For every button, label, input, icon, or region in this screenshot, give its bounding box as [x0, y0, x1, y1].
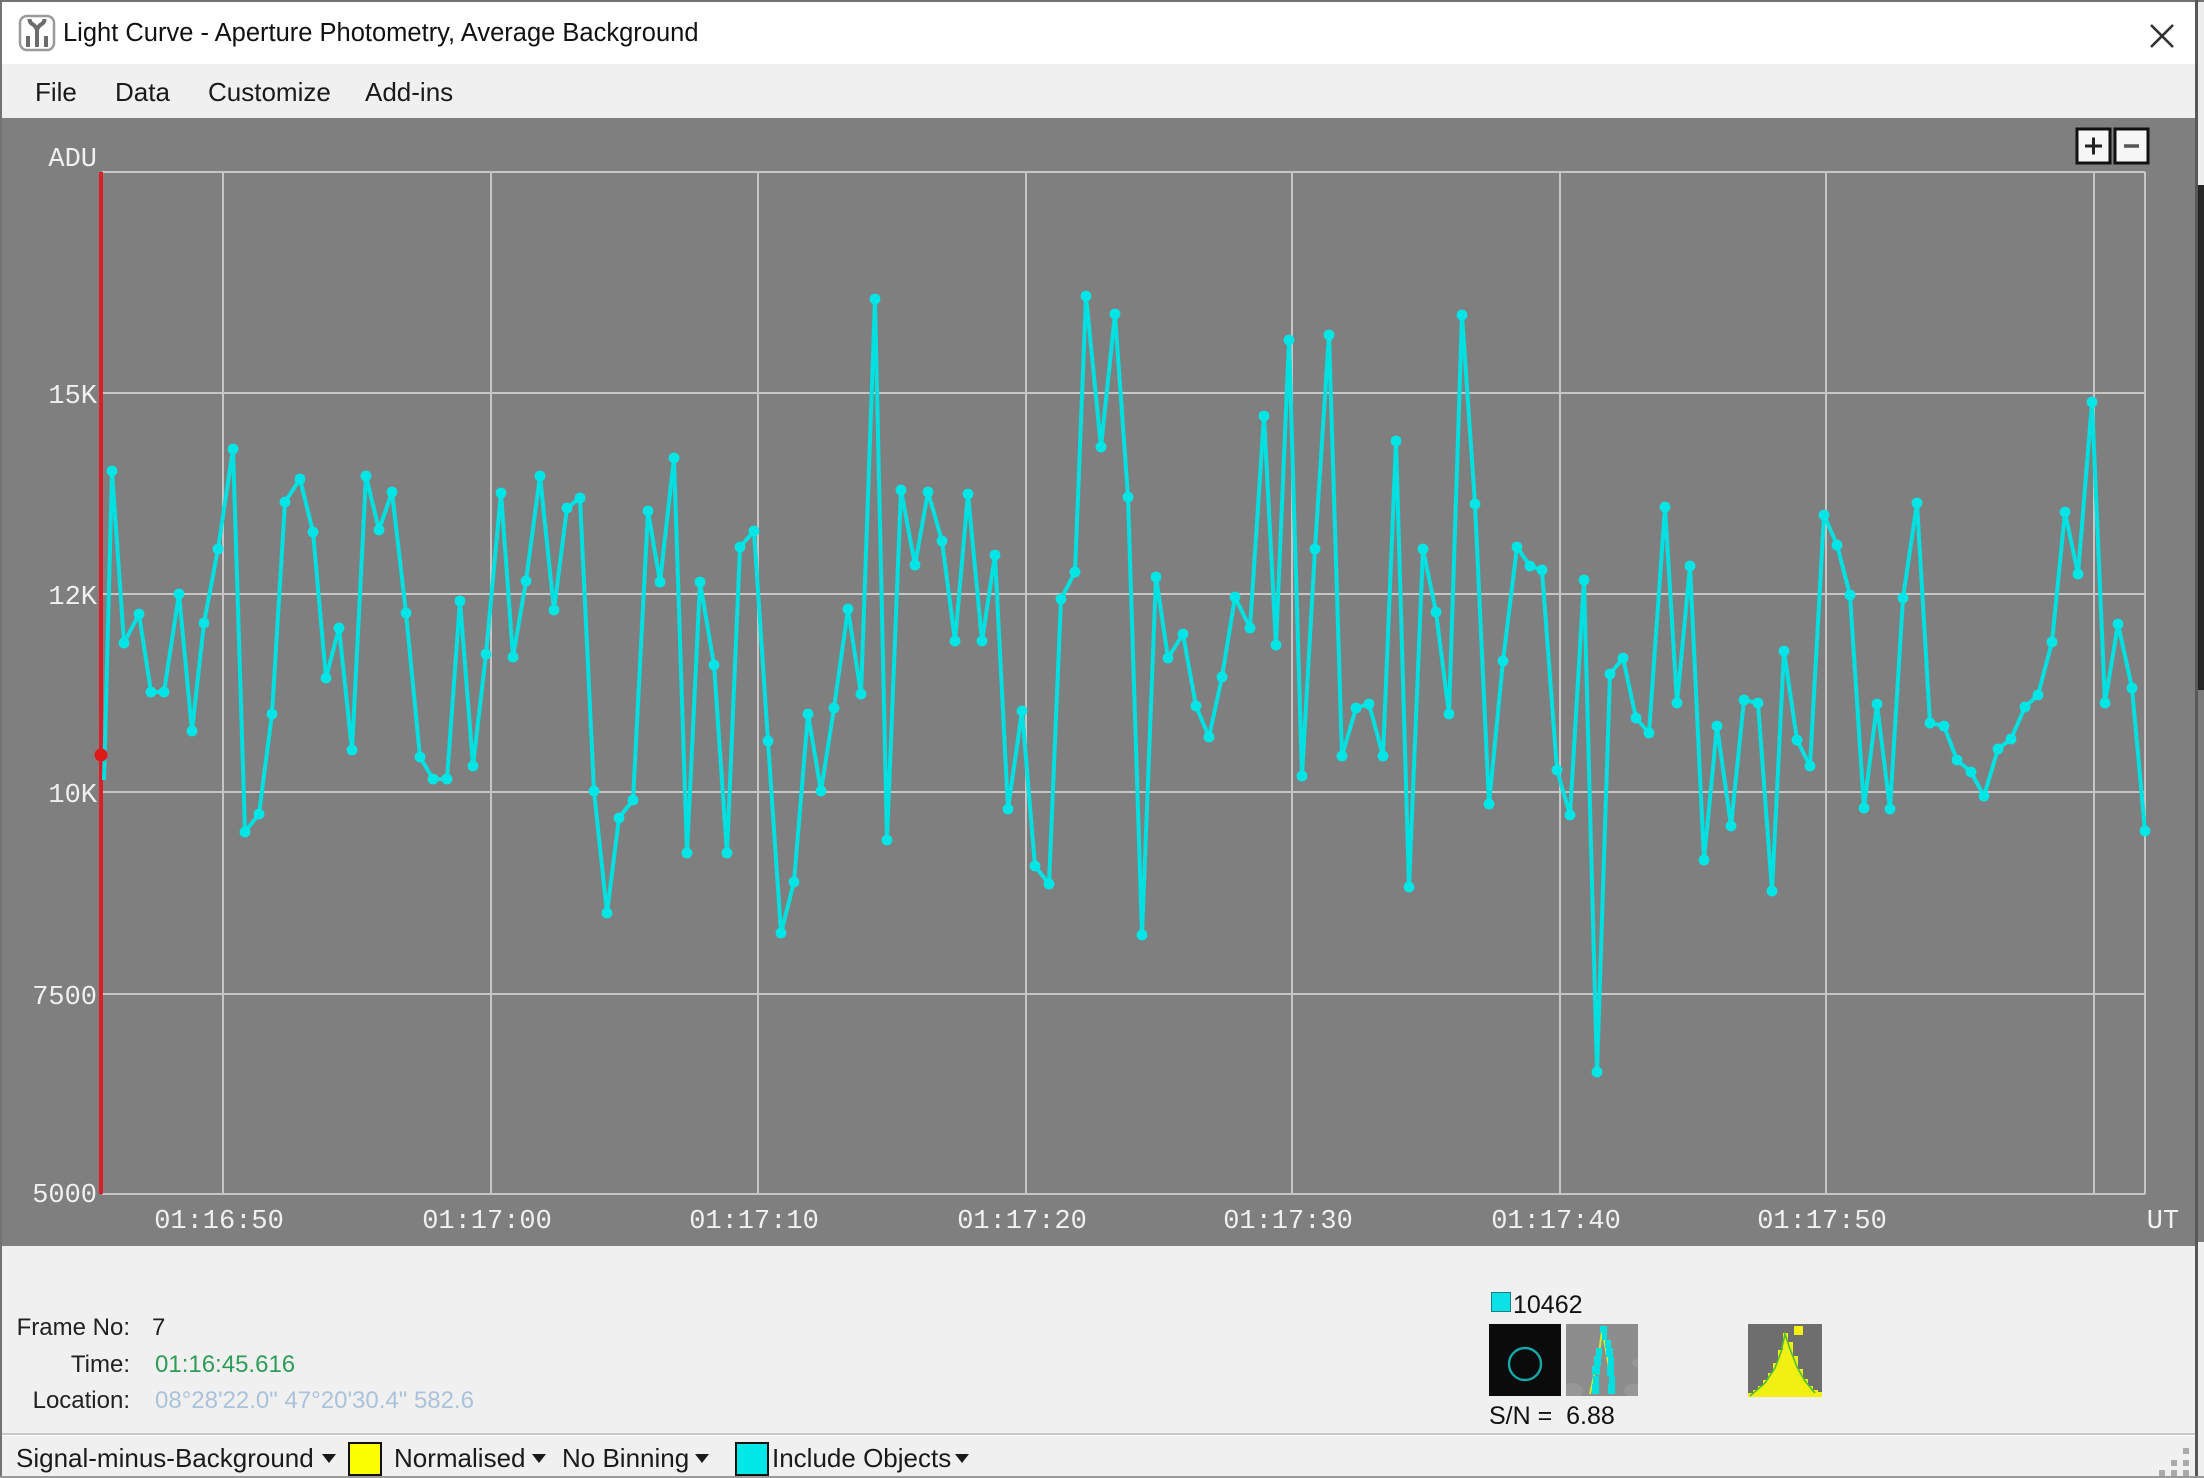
svg-text:UT: UT — [2147, 1207, 2179, 1237]
svg-text:7500: 7500 — [32, 983, 97, 1013]
svg-text:10K: 10K — [48, 781, 97, 811]
svg-text:01:17:10: 01:17:10 — [689, 1207, 819, 1237]
svg-text:01:17:30: 01:17:30 — [1223, 1207, 1353, 1237]
svg-text:ADU: ADU — [48, 145, 97, 175]
svg-text:15K: 15K — [48, 382, 97, 412]
svg-text:01:17:00: 01:17:00 — [422, 1207, 552, 1237]
svg-text:5000: 5000 — [32, 1181, 97, 1211]
svg-text:01:16:50: 01:16:50 — [154, 1207, 284, 1237]
svg-text:01:17:20: 01:17:20 — [957, 1207, 1087, 1237]
svg-text:01:17:50: 01:17:50 — [1757, 1207, 1887, 1237]
svg-text:01:17:40: 01:17:40 — [1491, 1207, 1621, 1237]
svg-text:12K: 12K — [48, 583, 97, 613]
